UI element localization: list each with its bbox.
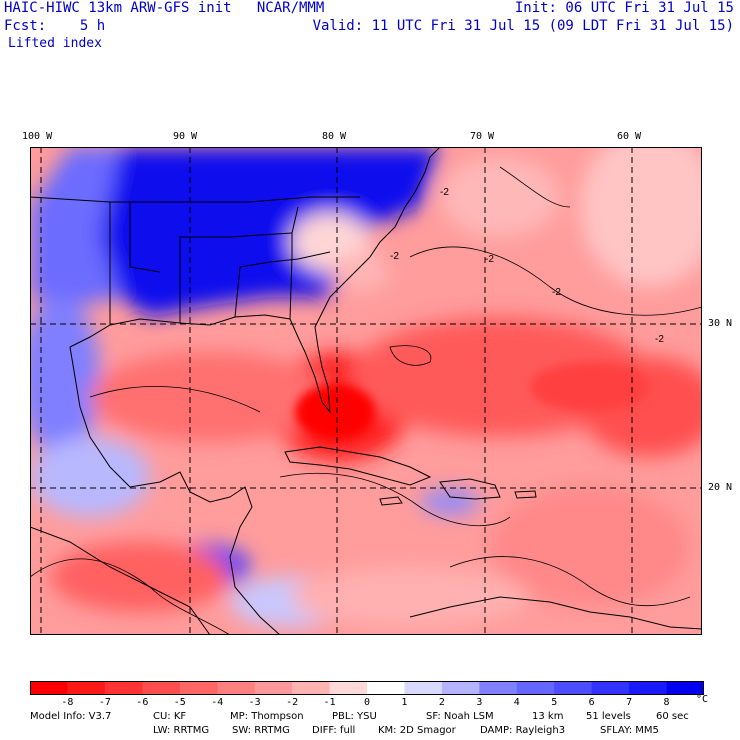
model-info: Model Info: V3.7 (30, 711, 112, 722)
colorbar-tick-label: -5 (173, 697, 186, 708)
longwave-scheme: LW: RRTMG (153, 725, 210, 736)
contour-label: -2 (390, 251, 399, 262)
surface-layer-option: SFLAY: MM5 (600, 725, 659, 736)
surface-scheme: SF: Noah LSM (426, 711, 494, 722)
contour-label: -2 (440, 187, 449, 198)
vertical-levels: 51 levels (586, 711, 631, 722)
colorbar-tick-label: 5 (551, 697, 558, 708)
forecast-hour: Fcst: 5 h (4, 18, 106, 34)
contour-label: -2 (485, 254, 494, 265)
lon-label-70w: 70 W (470, 131, 495, 142)
lon-label-90w: 90 W (173, 131, 198, 142)
colorbar-swatch (479, 681, 518, 695)
colorbar-tick-label: 3 (476, 697, 483, 708)
valid-time: Valid: 11 UTC Fri 31 Jul 15 (09 LDT Fri … (312, 18, 734, 34)
colorbar-tick-label: -3 (248, 697, 261, 708)
lat-label-20n: 20 N (708, 482, 733, 493)
colorbar-tick-label: -8 (61, 697, 74, 708)
colorbar-swatch (629, 681, 668, 695)
colorbar-swatch (142, 681, 181, 695)
colorbar-swatch (67, 681, 106, 695)
init-time: Init: 06 UTC Fri 31 Jul 15 (514, 0, 734, 16)
colorbar-swatch (30, 681, 68, 695)
colorbar-tick-label: 2 (438, 697, 445, 708)
diffusion-option: DIFF: full (312, 725, 356, 736)
colorbar-border (30, 681, 704, 695)
lon-label-80w: 80 W (322, 131, 347, 142)
lon-label-100w: 100 W (22, 131, 53, 142)
colorbar-tick-label: 7 (626, 697, 633, 708)
time-step: 60 sec (656, 711, 689, 722)
colorbar-tick-label: 6 (588, 697, 595, 708)
contours (30, 166, 702, 635)
microphysics-scheme: MP: Thompson (230, 711, 304, 722)
colorbar-tick-label: 8 (663, 697, 670, 708)
colorbar-swatch (329, 681, 368, 695)
colorbar-tick-label: -2 (286, 697, 299, 708)
colorbar-swatch (591, 681, 630, 695)
km-option: KM: 2D Smagor (378, 725, 456, 736)
colorbar-swatch (516, 681, 555, 695)
lon-label-60w: 60 W (617, 131, 642, 142)
contour-labels: -2 -2 -2 -2 -2 (390, 187, 664, 345)
colorbar-tick-label: -1 (323, 697, 336, 708)
colorbar-swatch (292, 681, 331, 695)
pbl-scheme: PBL: YSU (332, 711, 377, 722)
colorbar-swatch (179, 681, 218, 695)
shortwave-scheme: SW: RRTMG (232, 725, 290, 736)
grid-resolution: 13 km (532, 711, 564, 722)
graticule (30, 147, 702, 635)
colorbar (30, 681, 704, 695)
colorbar-swatch (367, 681, 405, 695)
lat-label-30n: 30 N (708, 318, 733, 329)
colorbar-swatch (104, 681, 143, 695)
colorbar-swatch (254, 681, 293, 695)
colorbar-tick-label: 1 (401, 697, 408, 708)
colorbar-tick-label: -6 (136, 697, 149, 708)
contour-label: -2 (655, 334, 664, 345)
colorbar-tick-label: -4 (211, 697, 224, 708)
colorbar-tick-label: 4 (513, 697, 520, 708)
field-name: Lifted index (8, 36, 102, 51)
lifted-index-map: -2 -2 -2 -2 -2 (30, 147, 702, 635)
model-title: HAIC-HIWC 13km ARW-GFS init NCAR/MMM (4, 0, 325, 16)
colorbar-unit: °C (695, 694, 709, 705)
cumulus-scheme: CU: KF (153, 711, 187, 722)
colorbar-swatch (666, 681, 704, 695)
colorbar-swatch (404, 681, 443, 695)
contour-label: -2 (552, 287, 561, 298)
field-shading (30, 147, 702, 627)
colorbar-swatch (554, 681, 593, 695)
colorbar-swatch (441, 681, 480, 695)
damping-option: DAMP: Rayleigh3 (480, 725, 566, 736)
colorbar-swatch (217, 681, 256, 695)
colorbar-tick-label: -7 (98, 697, 111, 708)
colorbar-tick-label: 0 (363, 697, 371, 708)
